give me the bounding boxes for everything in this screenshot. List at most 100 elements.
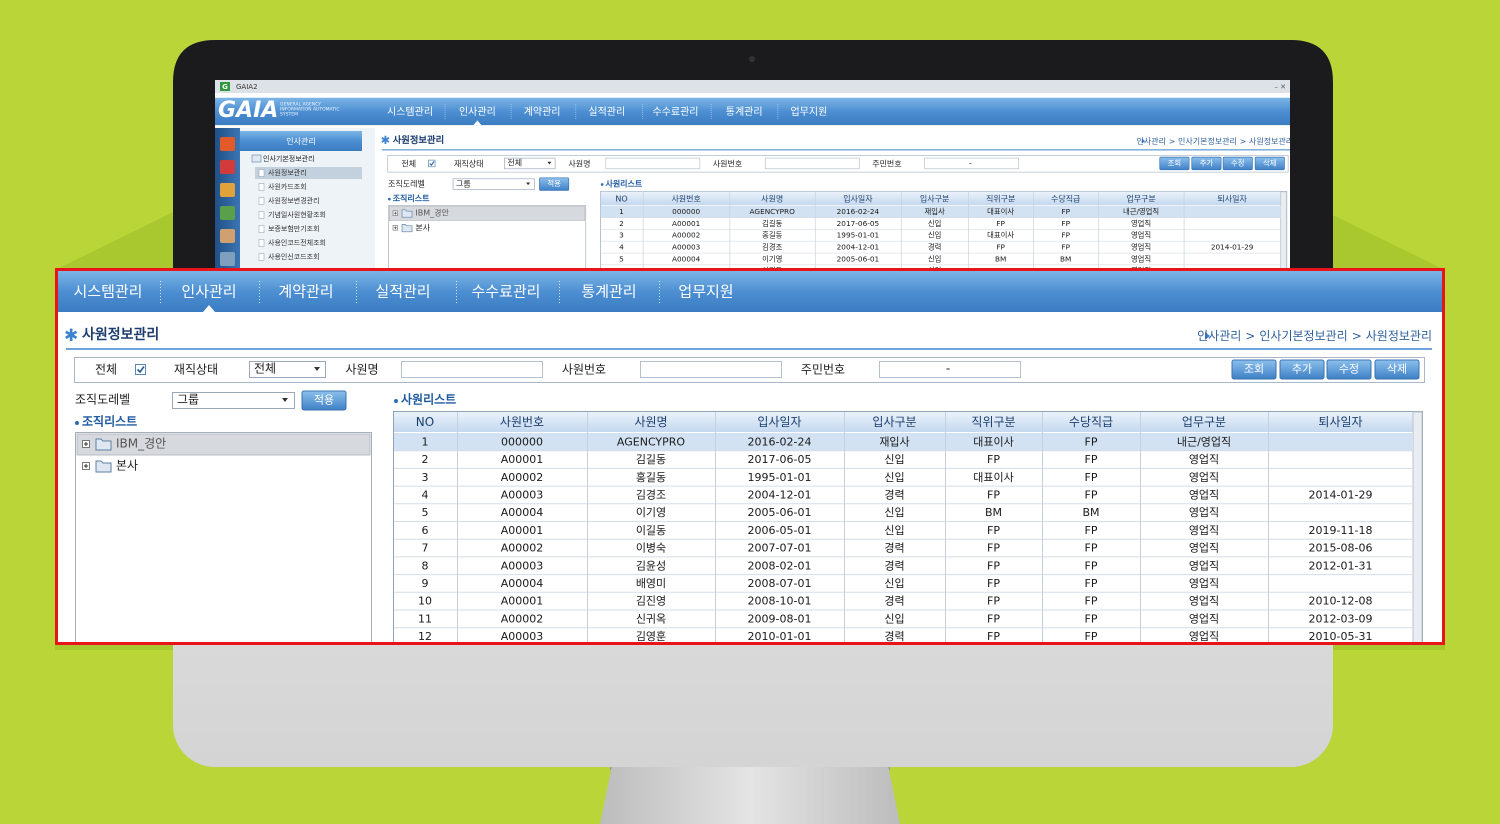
column-header: NO <box>615 194 627 203</box>
table-cell: 1 <box>422 435 429 448</box>
input[interactable] <box>924 157 1020 170</box>
menu-item[interactable]: 사원정보관리 <box>268 168 307 177</box>
table-cell: FP <box>987 577 1000 590</box>
input[interactable] <box>605 157 701 170</box>
table-cell: 재입사 <box>879 435 909 448</box>
tree-node[interactable]: IBM_경안 <box>415 208 449 218</box>
select[interactable] <box>249 361 326 378</box>
checkbox[interactable] <box>135 364 146 375</box>
table-cell: 경력 <box>884 542 904 555</box>
table-cell: FP <box>1085 453 1098 466</box>
nav-item[interactable]: 업무지원 <box>790 105 827 118</box>
tree-node[interactable]: 본사 <box>116 459 138 473</box>
button[interactable] <box>1254 156 1285 171</box>
nav-item[interactable]: 실적관리 <box>588 106 625 118</box>
tree-expander-plus <box>84 464 88 468</box>
button[interactable] <box>1159 156 1190 171</box>
table-cell: 신입 <box>928 254 941 263</box>
button-label[interactable]: 수정 <box>1339 363 1359 376</box>
checkmark <box>136 366 145 374</box>
table-cell: 김영훈 <box>636 630 666 643</box>
nav-item[interactable]: 시스템관리 <box>387 106 433 118</box>
column-header: 직위구분 <box>971 415 1015 429</box>
column-header: 사원번호 <box>671 194 700 203</box>
button-label[interactable]: 추가 <box>1200 158 1214 167</box>
nav-item[interactable]: 시스템관리 <box>73 283 142 301</box>
button[interactable] <box>1191 156 1222 171</box>
table-header <box>600 191 1281 206</box>
sidebar-icon[interactable] <box>220 183 235 197</box>
nav-item[interactable]: 인사관리 <box>181 283 236 301</box>
table-cell: FP <box>987 630 1000 643</box>
select[interactable] <box>172 392 295 409</box>
tree-node[interactable]: IBM_경안 <box>116 437 166 451</box>
select[interactable] <box>504 157 556 170</box>
button-label[interactable]: 적용 <box>314 394 334 407</box>
button[interactable] <box>301 390 347 411</box>
button-label[interactable]: 적용 <box>547 179 561 188</box>
button-label[interactable]: 삭제 <box>1263 158 1276 167</box>
menu-item[interactable]: 사용인코드전체조회 <box>268 238 326 247</box>
input[interactable] <box>640 361 782 378</box>
nav-item[interactable]: 수수료관리 <box>653 106 699 118</box>
checkbox[interactable] <box>428 159 436 168</box>
nav-item[interactable]: 통계관리 <box>581 283 636 301</box>
zoom-content: 시스템관리 인사관리 계약관리 실적관리 수수료관리 통계관리 업무지원✱ 사원정보관리 인사관… <box>58 271 1442 643</box>
sidebar-icon[interactable] <box>220 160 235 174</box>
input[interactable] <box>879 361 1021 378</box>
table-cell: 2009-08-01 <box>748 612 812 625</box>
button[interactable] <box>539 177 570 191</box>
menu-item[interactable]: 사용인신코드조회 <box>268 252 320 261</box>
table-cell: BM <box>995 254 1006 263</box>
table-cell: 5 <box>422 506 429 519</box>
menu-selection <box>255 167 362 179</box>
menu-item[interactable]: 사원정보변경관리 <box>268 196 320 205</box>
nav-item[interactable]: 계약관리 <box>278 283 333 301</box>
button[interactable] <box>1231 359 1277 380</box>
logo-subtitle: GENERAL AGENCY <box>280 102 321 108</box>
nav-item[interactable]: 인사관리 <box>459 106 496 118</box>
sidebar-icon[interactable] <box>220 252 235 266</box>
button[interactable] <box>1326 359 1372 380</box>
button[interactable] <box>1374 359 1420 380</box>
title-icon: ✱ <box>381 133 391 147</box>
table-cell: BM <box>1082 506 1099 519</box>
nav-item[interactable]: 수수료관리 <box>471 283 540 301</box>
button[interactable] <box>1279 359 1325 380</box>
sidebar-icon[interactable] <box>220 229 235 243</box>
title-bar <box>215 80 1290 93</box>
table-cell: 2005-06-01 <box>748 506 812 519</box>
section-title: 조직리스트 <box>82 414 137 429</box>
select[interactable] <box>452 178 535 190</box>
sidebar-icon[interactable] <box>220 137 235 151</box>
table-cell: FP <box>1085 612 1098 625</box>
sidebar-icon[interactable] <box>220 206 235 220</box>
button-label[interactable]: 추가 <box>1292 363 1312 376</box>
breadcrumb-item: 인사기본정보관리 <box>1259 329 1347 343</box>
button-label[interactable]: 수정 <box>1231 158 1244 167</box>
menu-item[interactable]: 기념일사원현황조회 <box>268 210 326 219</box>
table-cell: 11 <box>418 612 432 625</box>
table-cell: 신입 <box>884 471 904 484</box>
tree-node[interactable]: 본사 <box>415 223 430 232</box>
table-cell: 영업직 <box>1189 524 1219 537</box>
input[interactable] <box>401 361 543 378</box>
table-cell: 경력 <box>884 488 904 501</box>
nav-item[interactable]: 통계관리 <box>726 106 763 118</box>
input[interactable] <box>764 157 860 170</box>
table-cell: 영업직 <box>1189 577 1219 590</box>
menu-item[interactable]: 사원카드조회 <box>268 182 307 191</box>
nav-item[interactable]: 계약관리 <box>524 106 561 118</box>
table-cell: 2 <box>619 219 624 228</box>
table-cell: 경력 <box>884 595 904 608</box>
button-label[interactable]: 조회 <box>1168 158 1181 167</box>
menu-item[interactable]: 보증보험만기조회 <box>268 224 320 233</box>
button-label[interactable]: 조회 <box>1244 363 1264 376</box>
breadcrumb-separator: > <box>1169 137 1176 146</box>
nav-item[interactable]: 업무지원 <box>678 283 733 301</box>
button[interactable] <box>1222 156 1253 171</box>
table-cell: FP <box>1085 471 1098 484</box>
nav-item[interactable]: 실적관리 <box>375 283 430 301</box>
button-label[interactable]: 삭제 <box>1387 363 1407 376</box>
table-cell: A00001 <box>672 219 700 228</box>
